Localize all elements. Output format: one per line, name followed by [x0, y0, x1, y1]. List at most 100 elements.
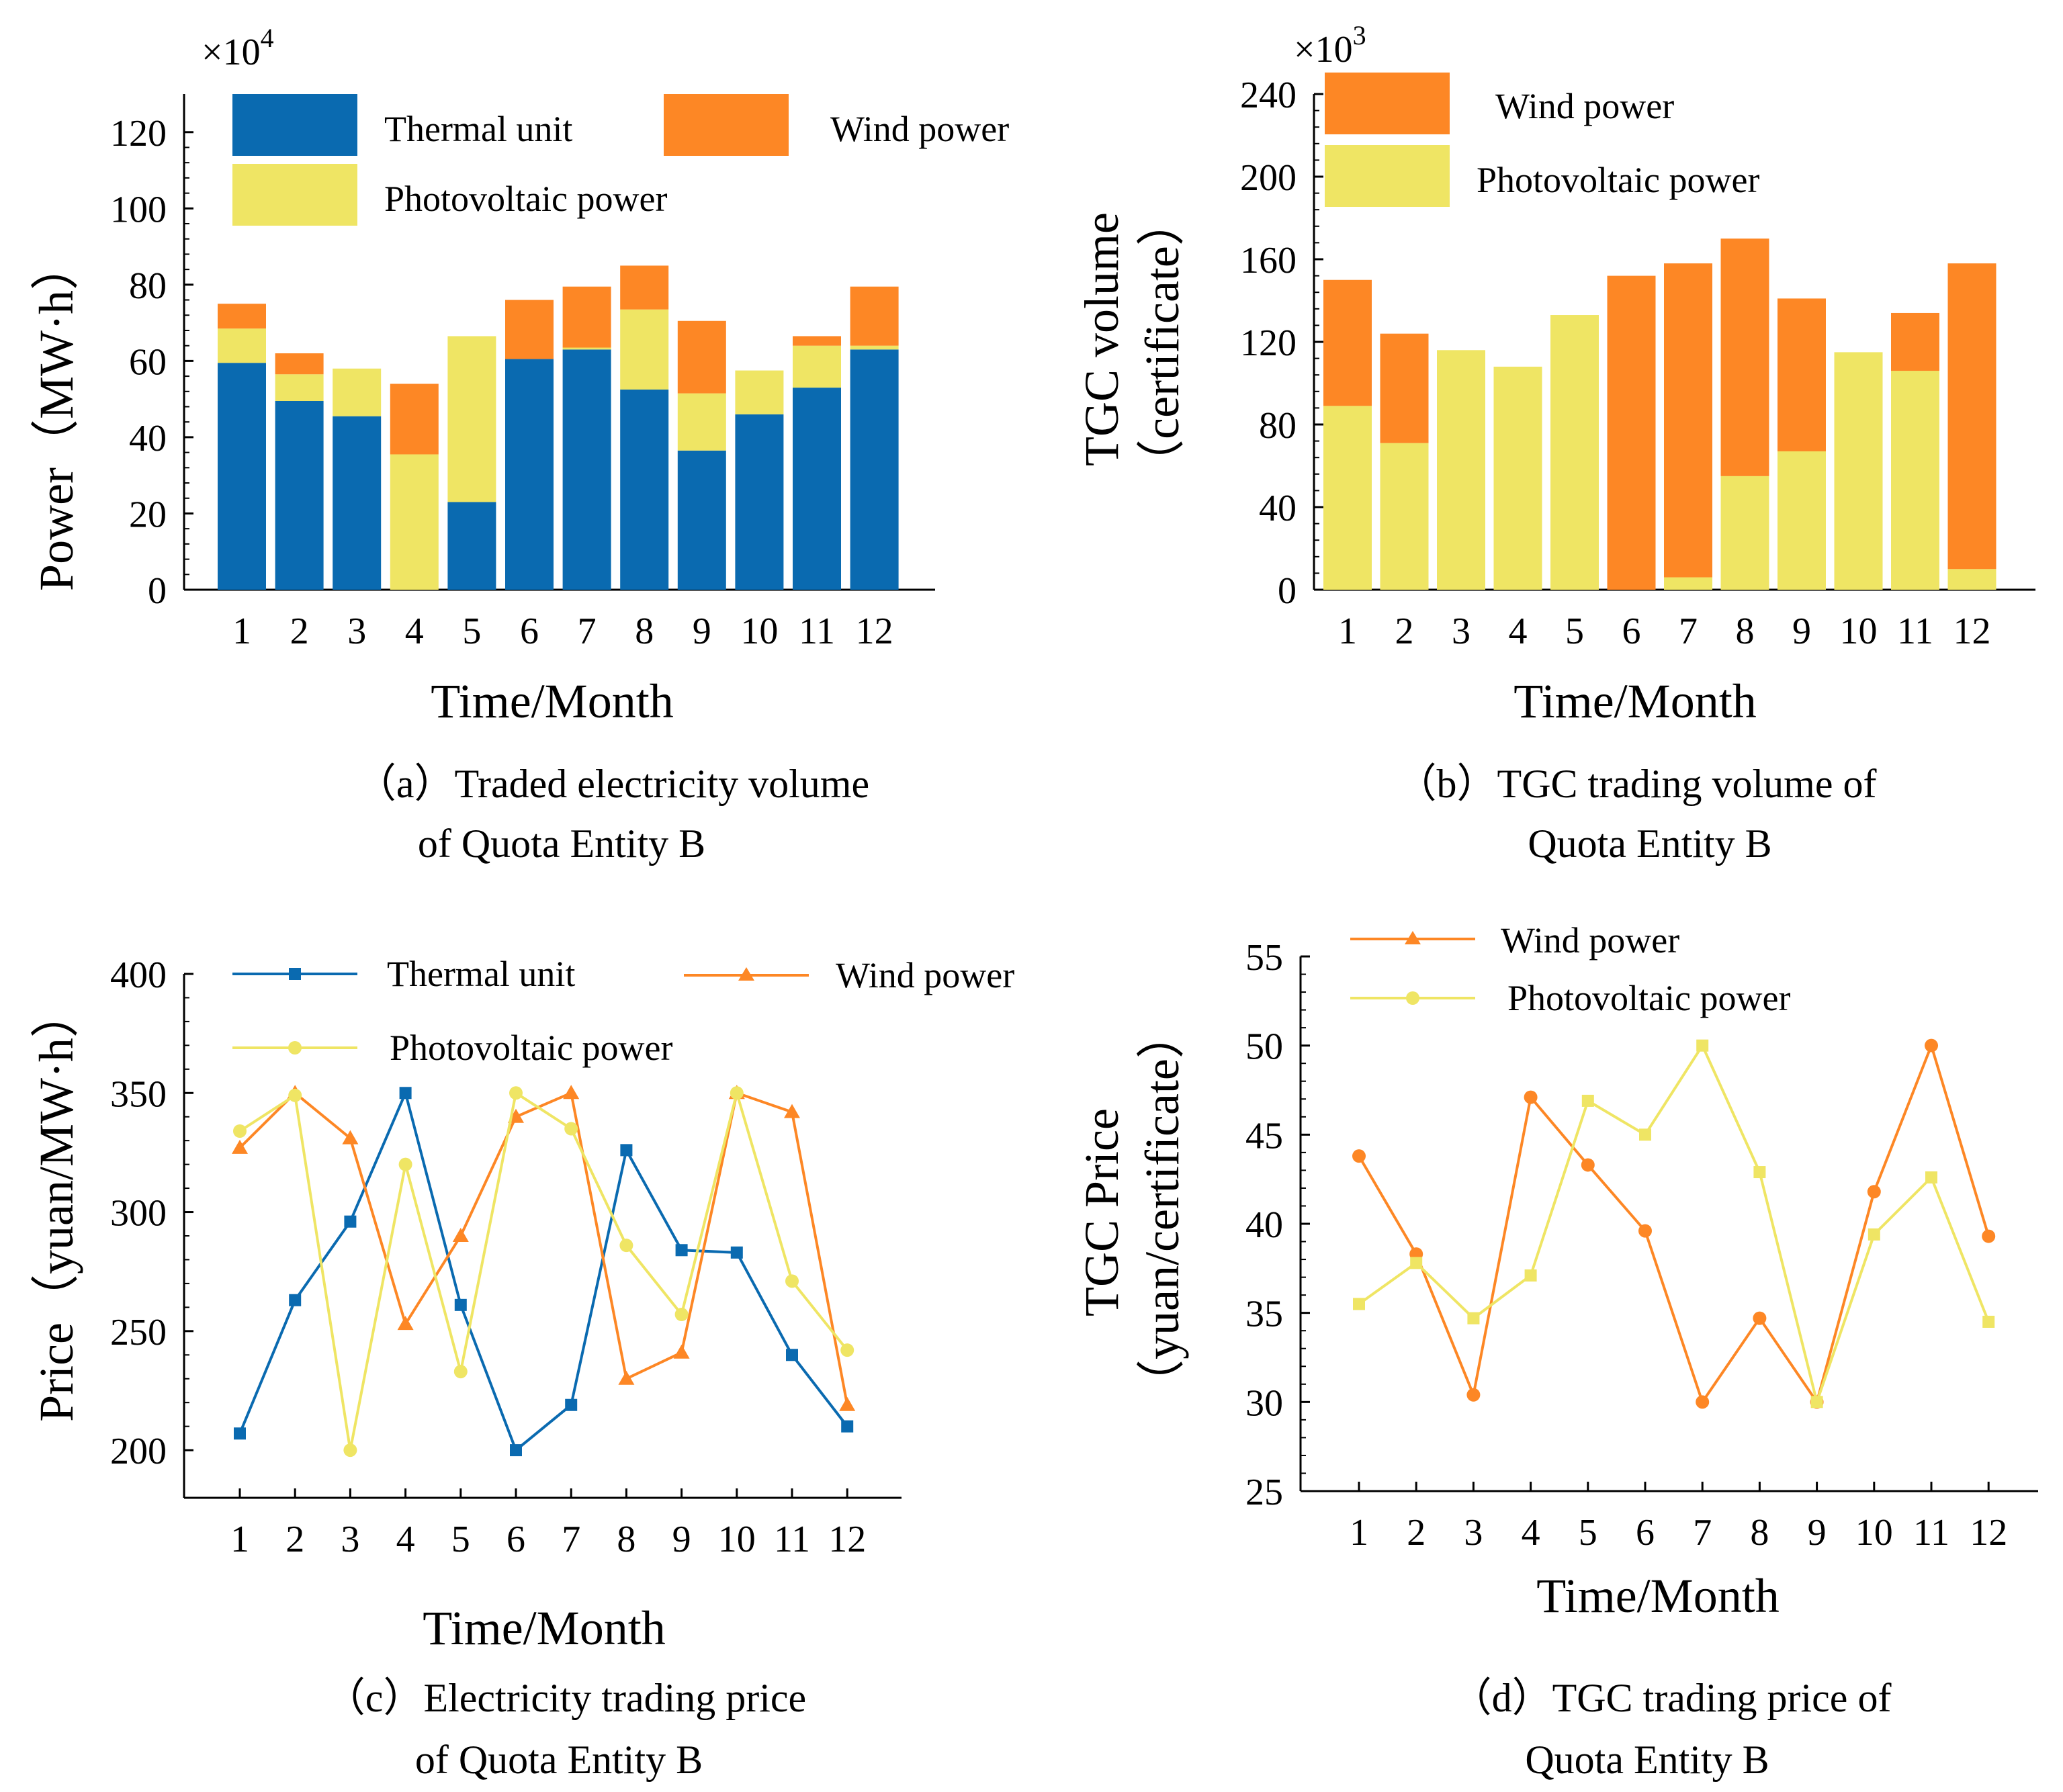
bar-photovoltaic-power-month-4: [1493, 366, 1542, 590]
point-photovoltaic-power-month-12: [840, 1343, 854, 1357]
bar-photovoltaic-power-month-12: [1947, 569, 1996, 590]
point-thermal-unit-month-2: [289, 1294, 302, 1306]
y-tick-label: 120: [110, 113, 167, 154]
chart-b-multiplier: ×103: [1294, 20, 1366, 71]
legend-marker-triangle: [1405, 931, 1421, 944]
y-tick-label: 120: [1240, 322, 1297, 364]
point-wind-power-month-11: [784, 1104, 800, 1118]
x-tick-label: 2: [1407, 1512, 1425, 1554]
x-tick-label: 7: [562, 1519, 580, 1560]
legend-marker-square: [289, 968, 301, 980]
legend-swatch-wind-power: [1325, 73, 1450, 134]
x-tick-label: 1: [1350, 1512, 1368, 1554]
bar-photovoltaic-power-month-10: [1834, 352, 1883, 590]
legend-swatch-photovoltaic-power: [232, 164, 357, 226]
x-tick-label: 2: [286, 1519, 304, 1560]
point-wind-power-month-7: [563, 1085, 580, 1100]
y-tick-label: 300: [110, 1193, 167, 1235]
x-tick-label: 3: [1464, 1512, 1483, 1554]
x-tick-label: 3: [341, 1519, 359, 1560]
bar-wind-power-month-12: [1947, 263, 1996, 570]
bar-wind-power-month-9: [1777, 298, 1826, 451]
point-photovoltaic-power-month-7: [1696, 1039, 1709, 1052]
x-tick-label: 4: [396, 1519, 415, 1560]
x-tick-label: 5: [1565, 611, 1584, 652]
point-wind-power-month-6: [1638, 1224, 1652, 1238]
bar-thermal-unit-month-11: [793, 388, 841, 590]
bar-wind-power-month-2: [275, 353, 324, 375]
bar-wind-power-month-7: [562, 286, 611, 348]
x-tick-label: 10: [740, 611, 778, 652]
point-wind-power-month-3: [342, 1130, 359, 1145]
x-tick-label: 11: [1913, 1512, 1949, 1554]
chart-a-legend: Thermal unit Wind power Photovoltaic pow…: [232, 94, 1009, 226]
y-tick-label: 50: [1245, 1026, 1283, 1068]
x-tick-label: 12: [828, 1519, 866, 1560]
point-photovoltaic-power-month-12: [1982, 1315, 1995, 1328]
point-wind-power-month-4: [397, 1316, 414, 1331]
point-photovoltaic-power-month-10: [730, 1086, 744, 1100]
chart-d-caption-line-1: （d）TGC trading price of: [1452, 1676, 1892, 1720]
point-photovoltaic-power-month-7: [564, 1122, 578, 1136]
bar-wind-power-month-12: [850, 286, 899, 346]
point-thermal-unit-month-12: [841, 1420, 854, 1433]
point-photovoltaic-power-month-11: [1925, 1171, 1937, 1184]
point-thermal-unit-month-5: [454, 1298, 467, 1311]
bar-thermal-unit-month-12: [850, 349, 899, 590]
point-wind-power-month-5: [1581, 1158, 1595, 1172]
bar-thermal-unit-month-7: [562, 349, 611, 590]
y-tick-label: 250: [110, 1312, 167, 1353]
bar-photovoltaic-power-month-8: [620, 309, 669, 390]
x-tick-label: 4: [1509, 611, 1528, 652]
chart-c-x-axis-label: Time/Month: [423, 1601, 665, 1655]
y-tick-label: 55: [1245, 937, 1283, 979]
bar-wind-power-month-11: [793, 336, 841, 346]
x-tick-label: 7: [578, 611, 597, 652]
y-tick-label: 350: [110, 1073, 167, 1115]
legend-label-wind-power: Wind power: [836, 955, 1014, 995]
bar-thermal-unit-month-2: [275, 400, 324, 590]
bar-photovoltaic-power-month-7: [1664, 577, 1712, 590]
x-tick-label: 3: [1452, 611, 1471, 652]
bar-thermal-unit-month-8: [620, 389, 669, 590]
x-tick-label: 9: [672, 1519, 691, 1560]
x-tick-label: 1: [1338, 611, 1357, 652]
chart-c-y-axis-label: Price（yuan/MW·h）: [30, 989, 83, 1422]
bar-photovoltaic-power-month-9: [677, 393, 726, 451]
x-tick-label: 6: [1636, 1512, 1655, 1554]
chart-b-legend: Wind power Photovoltaic power: [1325, 73, 1759, 207]
line-series-photovoltaic-power: [238, 1087, 848, 1451]
bar-photovoltaic-power-month-1: [1323, 406, 1372, 590]
y-tick-label: 0: [1278, 570, 1297, 612]
chart-a-y-axis-label: Power（MW·h）: [30, 242, 83, 591]
y-tick-label: 0: [148, 570, 167, 612]
bar-photovoltaic-power-month-2: [275, 374, 324, 401]
bar-thermal-unit-month-9: [677, 450, 726, 590]
point-photovoltaic-power-month-11: [785, 1274, 799, 1288]
point-photovoltaic-power-month-6: [1639, 1128, 1651, 1141]
y-tick-label: 400: [110, 954, 167, 996]
bar-thermal-unit-month-5: [447, 502, 496, 590]
chart-a-x-axis-label: Time/Month: [431, 674, 673, 728]
chart-c-legend: Thermal unit Wind power Photovoltaic pow…: [232, 954, 1014, 1068]
bar-photovoltaic-power-month-12: [850, 345, 899, 350]
x-tick-label: 9: [1808, 1512, 1827, 1554]
point-wind-power-month-3: [1466, 1388, 1481, 1402]
chart-c-caption-line-2: of Quota Entity B: [415, 1738, 703, 1782]
chart-b-x-axis-label: Time/Month: [1513, 674, 1756, 728]
legend-label-thermal-unit: Thermal unit: [387, 954, 575, 994]
chart-c: Price（yuan/MW·h） Time/Month （c）Electrici…: [30, 954, 1014, 1782]
point-wind-power-month-8: [1753, 1311, 1767, 1325]
chart-b-y-axis-label-line-2: （certificate）: [1135, 197, 1189, 488]
point-photovoltaic-power-month-4: [1524, 1269, 1537, 1282]
bar-thermal-unit-month-10: [735, 414, 784, 590]
y-tick-label: 240: [1240, 75, 1297, 116]
point-wind-power-month-1: [232, 1139, 248, 1154]
y-tick-label: 80: [1259, 405, 1297, 447]
legend-marker-circle: [288, 1041, 302, 1055]
y-tick-label: 40: [1245, 1204, 1283, 1246]
chart-c-caption-line-1: （c）Electricity trading price: [325, 1676, 806, 1720]
bar-thermal-unit-month-3: [333, 416, 382, 590]
point-wind-power-month-12: [1982, 1229, 1996, 1243]
